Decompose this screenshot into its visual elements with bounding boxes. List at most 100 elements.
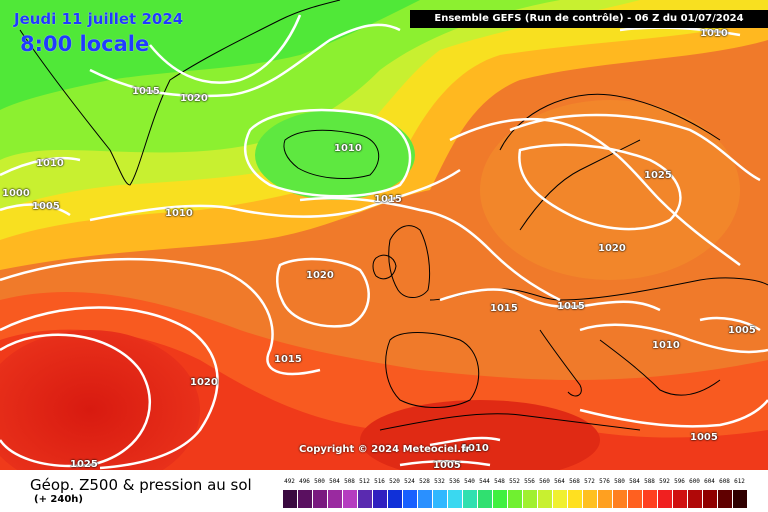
legend-label: 560 (539, 478, 550, 485)
legend-label: 492 (284, 478, 295, 485)
isobar-label: 1010 (700, 28, 728, 39)
legend-label: 568 (569, 478, 580, 485)
isobar-label: 1015 (490, 303, 518, 314)
legend-swatch (522, 490, 537, 508)
forecast-range: (+ 240h) (34, 494, 83, 505)
isobar-label: 1015 (374, 194, 402, 205)
legend-swatch (447, 490, 462, 508)
isobar-1025-scandinavia (518, 143, 682, 231)
legend-swatch (657, 490, 672, 508)
isobar-1010-med (429, 436, 501, 447)
greenland-coast (19, 0, 341, 186)
isobar-1025-atlantic (0, 333, 151, 468)
legend-swatch (567, 490, 582, 508)
legend-swatch (402, 490, 417, 508)
isobar-label: 1010 (461, 443, 489, 454)
isobar-1010-east (579, 323, 768, 354)
legend-label: 592 (659, 478, 670, 485)
isobar-label: 1005 (728, 325, 756, 336)
legend-label: 600 (689, 478, 700, 485)
legend-swatch (432, 490, 447, 508)
africa-coast (379, 413, 641, 431)
field-band-green2 (0, 0, 420, 110)
legend-label: 584 (629, 478, 640, 485)
legend-swatch (507, 490, 522, 508)
legend-label: 496 (299, 478, 310, 485)
legend-label: 588 (644, 478, 655, 485)
color-legend: 492 496 500 504 508 512 516 520 524 528 532 536 540 5… (282, 478, 752, 512)
isobar-1020-europe (449, 117, 741, 267)
forecast-date: Jeudi 11 juillet 2024 (14, 10, 184, 28)
legend-label: 608 (719, 478, 730, 485)
isobar-label: 1010 (334, 143, 362, 154)
legend-label: 520 (389, 478, 400, 485)
legend-label: 544 (479, 478, 490, 485)
legend-swatch (357, 490, 372, 508)
isobar-1005-africa (399, 460, 491, 467)
isobar-1010-top (619, 26, 741, 37)
legend-label: 532 (434, 478, 445, 485)
isobar-1005-east (699, 316, 761, 332)
isobar-1010-iceland (243, 108, 412, 198)
legend-label: 552 (509, 478, 520, 485)
isobar-1005-west (0, 203, 71, 217)
legend-label: 612 (734, 478, 745, 485)
isobar-1010-west (0, 156, 81, 177)
legend-swatch (417, 490, 432, 508)
legend-swatch (297, 490, 312, 508)
iceland-low-field (255, 110, 415, 200)
legend-swatch (537, 490, 552, 508)
legend-swatch (477, 490, 492, 508)
legend-label: 536 (449, 478, 460, 485)
model-run-header: Ensemble GEFS (Run de contrôle) - 06 Z d… (410, 10, 768, 28)
forecast-time: 8:00 locale (20, 32, 150, 56)
isobar-1015-south (0, 257, 321, 376)
iberia-coast (385, 332, 480, 408)
legend-swatch (462, 490, 477, 508)
italy-coast (539, 329, 582, 397)
isobar-1020-ring (276, 257, 370, 328)
legend-label: 596 (674, 478, 685, 485)
legend-label: 524 (404, 478, 415, 485)
legend-label: 580 (614, 478, 625, 485)
footer: Géop. Z500 & pression au sol (+ 240h) 49… (0, 470, 768, 512)
legend-label: 504 (329, 478, 340, 485)
legend-swatch (732, 490, 747, 508)
isobar-label: 1010 (165, 208, 193, 219)
legend-swatch (282, 490, 297, 508)
isobars (0, 14, 768, 470)
isobar-label: 1020 (306, 270, 334, 281)
legend-label: 516 (374, 478, 385, 485)
isobar-1015-europe (439, 288, 661, 312)
isobar-label: 1005 (690, 432, 718, 443)
legend-label: 512 (359, 478, 370, 485)
isobar-label: 1005 (433, 460, 461, 471)
iceland-coast (283, 129, 380, 180)
legend-swatch (702, 490, 717, 508)
isobar-label: 1010 (652, 340, 680, 351)
isobar-label: 1010 (36, 158, 64, 169)
isobar-label: 1025 (644, 170, 672, 181)
balkans-coast (599, 339, 721, 396)
legend-label: 540 (464, 478, 475, 485)
isobar-label: 1015 (132, 86, 160, 97)
legend-label: 528 (419, 478, 430, 485)
isobar-label: 1005 (32, 201, 60, 212)
geopotential-map (0, 0, 768, 470)
legend-label: 564 (554, 478, 565, 485)
ireland-coast (372, 254, 397, 280)
isobar-1015-mid (299, 196, 561, 302)
legend-label: 556 (524, 478, 535, 485)
atlantic-high-field (0, 330, 200, 470)
legend-swatch (492, 490, 507, 508)
legend-label: 572 (584, 478, 595, 485)
legend-label: 500 (314, 478, 325, 485)
legend-swatch (597, 490, 612, 508)
legend-label: 548 (494, 478, 505, 485)
isobar-1020-north (149, 14, 302, 84)
legend-swatch (312, 490, 327, 508)
isobar-label: 1015 (557, 301, 585, 312)
legend-swatch (627, 490, 642, 508)
isobar-label: 1000 (2, 188, 30, 199)
